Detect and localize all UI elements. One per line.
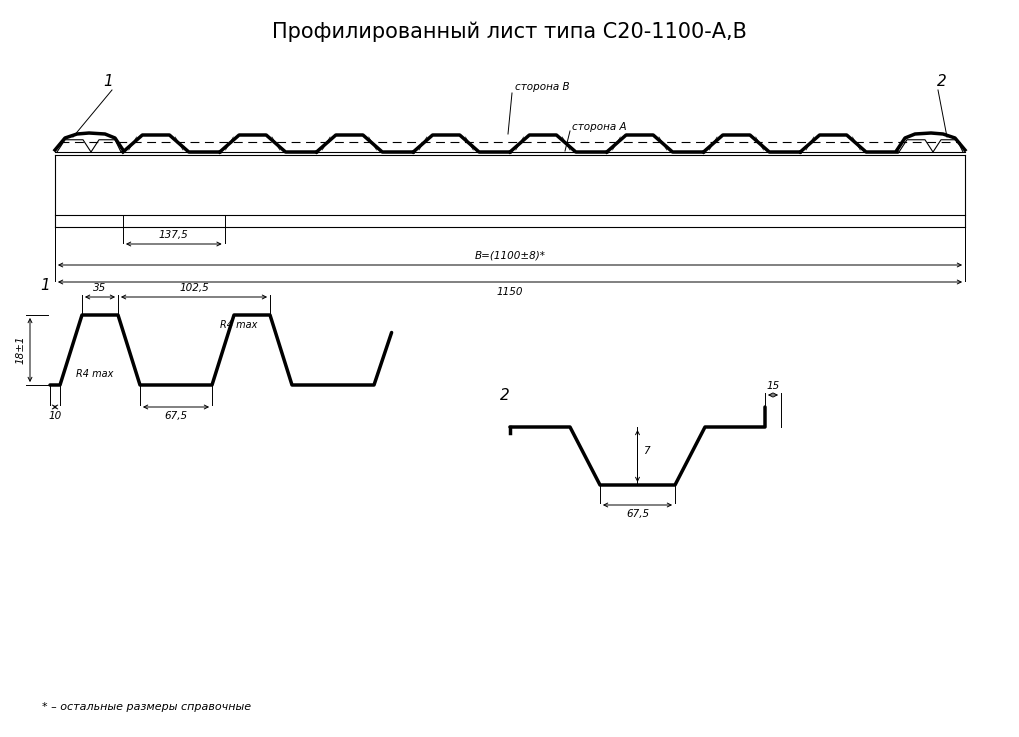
Text: 2: 2 — [937, 74, 947, 89]
Text: 67,5: 67,5 — [164, 411, 187, 421]
Text: 35: 35 — [94, 283, 107, 293]
Text: 15: 15 — [766, 381, 780, 391]
Text: 67,5: 67,5 — [626, 509, 649, 519]
Text: 10: 10 — [48, 411, 61, 421]
Text: 137,5: 137,5 — [159, 230, 189, 240]
Text: R4 max: R4 max — [220, 320, 258, 330]
Text: R4 max: R4 max — [76, 369, 113, 379]
Text: сторона В: сторона В — [515, 82, 570, 92]
Text: Профилированный лист типа С20-1100-А,В: Профилированный лист типа С20-1100-А,В — [271, 22, 747, 43]
Text: сторона А: сторона А — [572, 122, 627, 132]
Text: 2: 2 — [500, 388, 510, 402]
Text: 1: 1 — [40, 278, 50, 293]
Text: 18±1: 18±1 — [16, 335, 26, 364]
Text: 1: 1 — [103, 74, 113, 89]
Text: * – остальные размеры справочные: * – остальные размеры справочные — [42, 702, 251, 712]
Text: 1150: 1150 — [496, 287, 523, 297]
Text: 102,5: 102,5 — [179, 283, 209, 293]
Text: B=(1100±8)*: B=(1100±8)* — [475, 251, 545, 261]
Text: 7: 7 — [644, 446, 650, 456]
